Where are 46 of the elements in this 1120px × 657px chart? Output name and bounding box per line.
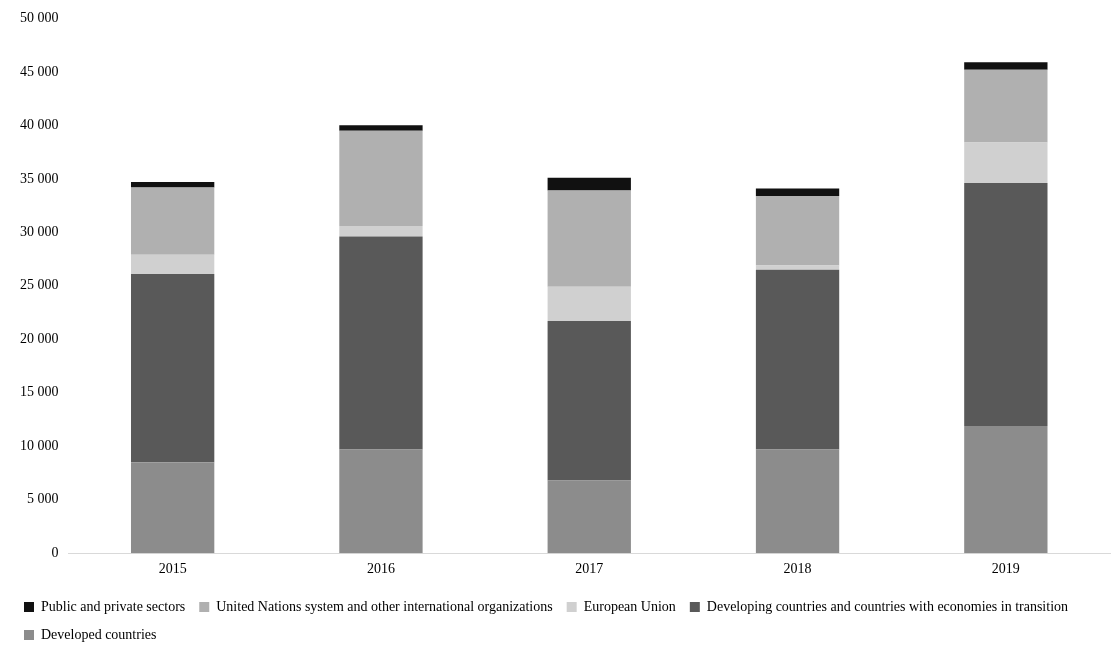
legend-label: Public and private sectors [41, 598, 186, 614]
bar [339, 236, 423, 450]
bar [755, 269, 840, 450]
legend-label: Developing countries and countries with economies in transition [706, 598, 1069, 614]
y-tick-label: 35 000 [20, 170, 59, 186]
bar [547, 190, 631, 287]
y-tick-label: 0 [51, 544, 59, 560]
bar [964, 62, 1048, 70]
bar [964, 69, 1048, 143]
bar [339, 449, 423, 554]
y-tick-label: 40 000 [20, 117, 59, 133]
bar [964, 183, 1048, 426]
bar [339, 125, 423, 131]
x-tick-label: 2019 [991, 561, 1020, 577]
x-tick-label: 2017 [575, 561, 604, 577]
x-tick-label: 2018 [783, 561, 812, 577]
bar [547, 177, 631, 191]
bar [755, 195, 840, 266]
bar [130, 462, 215, 554]
x-tick-label: 2016 [366, 561, 395, 577]
legend-label: United Nations system and other international organizations [216, 598, 553, 614]
y-tick-label: 20 000 [20, 330, 59, 346]
y-tick-label: 45 000 [20, 63, 59, 79]
y-tick-label: 50 000 [20, 10, 59, 26]
bar [130, 274, 215, 463]
y-tick-label: 10 000 [20, 437, 59, 453]
bar [964, 425, 1048, 554]
legend-label: European Union [583, 598, 676, 614]
bar [755, 188, 840, 196]
bar [130, 182, 215, 188]
y-tick-label: 30 000 [20, 223, 59, 239]
bar [339, 130, 423, 226]
bar [339, 225, 423, 237]
y-tick-label: 25 000 [20, 277, 59, 293]
bar [547, 321, 631, 481]
bar [130, 187, 215, 255]
x-tick-label: 2015 [158, 561, 187, 577]
y-tick-label: 15 000 [20, 384, 59, 400]
bar [755, 265, 840, 270]
bar [755, 449, 840, 554]
bar [547, 286, 631, 322]
bar [547, 480, 631, 554]
bar [964, 142, 1048, 184]
legend-label: Developed countries [41, 626, 157, 642]
bar [130, 254, 215, 275]
y-tick-label: 5 000 [27, 491, 59, 507]
